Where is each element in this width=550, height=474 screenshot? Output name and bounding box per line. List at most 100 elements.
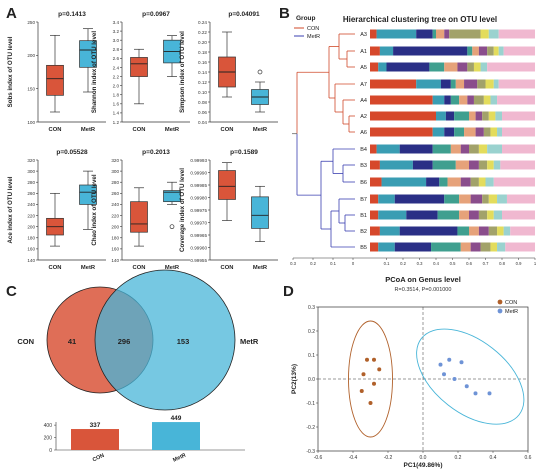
stacked-bar-segment	[469, 160, 479, 170]
box-x-label: MetR	[165, 265, 180, 271]
venn-circle-metr	[94, 269, 236, 411]
box-y-label: Ace index of OTU level	[7, 176, 14, 243]
bar-y-tick-label: 0	[49, 448, 52, 454]
pcoa-point-con	[365, 357, 369, 362]
stacked-bar-segment	[449, 29, 481, 39]
pcoa-title: PCoA on Genus level	[385, 275, 461, 284]
legend-label-metr: MetR	[307, 34, 320, 40]
stacked-bar-segment	[457, 226, 469, 236]
stacked-bar-segment	[426, 177, 440, 187]
stacked-bar-segment	[370, 177, 382, 187]
pcoa-x-tick-label: -0.6	[314, 455, 323, 461]
box-pvalue: p=0.04091	[228, 11, 260, 18]
stacked-bar-segment	[469, 144, 479, 154]
pcoa-subtitle: R=0.3514, P=0.001000	[395, 287, 452, 293]
box-y-tick-label: 2.2	[113, 74, 120, 79]
box-y-tick-label: 280	[27, 180, 35, 185]
box-y-tick-label: 100	[27, 120, 35, 125]
stacked-bar-segment	[370, 144, 377, 154]
stacked-bar-segment	[478, 46, 488, 56]
stacked-bar-segment	[432, 95, 445, 105]
stacked-bar-segment	[432, 144, 451, 154]
stacked-bar-segment	[470, 242, 481, 252]
stacked-bar-segment	[493, 46, 499, 56]
stacked-bar-segment	[470, 194, 483, 204]
stacked-bar-segment	[464, 79, 478, 89]
bar-value-label: 337	[90, 422, 101, 429]
stacked-bar-segment	[444, 62, 458, 72]
clustering-x-tick-label: 0.3	[417, 261, 423, 266]
stacked-bar-segment	[370, 210, 379, 220]
box-x-label: MetR	[81, 127, 96, 133]
stacked-bar-segment	[506, 194, 535, 204]
box-y-tick-label: 2.8	[113, 47, 120, 52]
stacked-bar-segment	[490, 127, 498, 137]
sample-label: A4	[360, 98, 367, 104]
box-y-tick-label: 0.08	[198, 100, 207, 105]
stacked-bar-segment	[487, 46, 494, 56]
venn-label-metr: MetR	[240, 337, 259, 346]
stacked-bar-segment	[475, 127, 484, 137]
box-y-tick-label: 0.99990	[190, 170, 207, 175]
box-y-tick-label: 2.4	[113, 65, 120, 70]
stacked-bar-segment	[497, 226, 504, 236]
stacked-bar-segment	[432, 127, 445, 137]
box-y-tick-label: 0.22	[198, 30, 207, 35]
bar-y-tick-label: 400	[44, 423, 53, 429]
pcoa-y-tick-label: 0.2	[308, 329, 315, 335]
stacked-bar-segment	[429, 62, 445, 72]
stacked-bar-segment	[370, 127, 433, 137]
pcoa-point-metr	[442, 372, 446, 377]
stacked-bar-segment	[500, 160, 535, 170]
panel-label-b: B	[279, 5, 290, 22]
stacked-bar-segment	[478, 160, 488, 170]
stacked-bar-segment	[436, 29, 445, 39]
stacked-bar-segment	[497, 194, 507, 204]
stacked-bar-segment	[475, 111, 483, 121]
stacked-bar-segment	[478, 144, 488, 154]
box-y-tick-label: 150	[27, 86, 35, 91]
stacked-bar-segment	[431, 242, 461, 252]
stacked-bar-segment	[370, 194, 379, 204]
pcoa-point-metr	[452, 377, 457, 381]
stacked-bar-segment	[505, 242, 535, 252]
stacked-bar-segment	[445, 111, 455, 121]
box-y-tick-label: 0.16	[198, 60, 207, 65]
pcoa-ellipse-metr	[416, 328, 525, 425]
box-x-label: MetR	[165, 127, 180, 133]
stacked-bar-segment	[376, 144, 400, 154]
stacked-bar-segment	[502, 144, 535, 154]
box-y-label: Simpson index of OTU level	[179, 31, 186, 113]
stacked-bar-segment	[379, 160, 413, 170]
box-y-label: Chao index of OTU level	[91, 174, 98, 245]
panel-label-a: A	[6, 5, 17, 22]
stacked-bar-segment	[490, 95, 498, 105]
stacked-bar-segment	[460, 144, 469, 154]
clustering-x-tick-label: 0.9	[516, 261, 522, 266]
stacked-bar-segment	[503, 46, 535, 56]
stacked-bar-segment	[464, 127, 476, 137]
pcoa-legend-marker	[497, 299, 503, 305]
pcoa-legend-marker	[497, 308, 503, 314]
box-y-tick-label: 140	[27, 258, 35, 263]
stacked-bar-segment	[454, 111, 469, 121]
stacked-bar-segment	[459, 194, 471, 204]
clustering-x-tick-label: 0.1	[330, 261, 336, 266]
stacked-bar-segment	[470, 177, 479, 187]
pcoa-x-tick-label: -0.4	[349, 455, 358, 461]
bar-metr	[152, 422, 200, 450]
stacked-bar-segment	[378, 210, 407, 220]
clustering-x-tick-label: 0.7	[483, 261, 489, 266]
stacked-bar-segment	[467, 95, 474, 105]
box-y-tick-label: 180	[111, 236, 119, 241]
box-y-tick-label: 160	[27, 247, 35, 252]
stacked-bar-segment	[416, 79, 441, 89]
clustering-x-tick-label: 1	[534, 261, 537, 266]
stacked-bar-segment	[381, 177, 427, 187]
box-outlier	[169, 224, 175, 230]
legend-label-con: CON	[307, 26, 319, 32]
stacked-bar-segment	[478, 177, 486, 187]
stacked-bar-segment	[497, 95, 535, 105]
sample-label: A7	[360, 82, 367, 88]
alpha-diversity-boxplots: p=0.1413 100 150 200 250 Sobs index of OTU le…	[7, 11, 278, 271]
